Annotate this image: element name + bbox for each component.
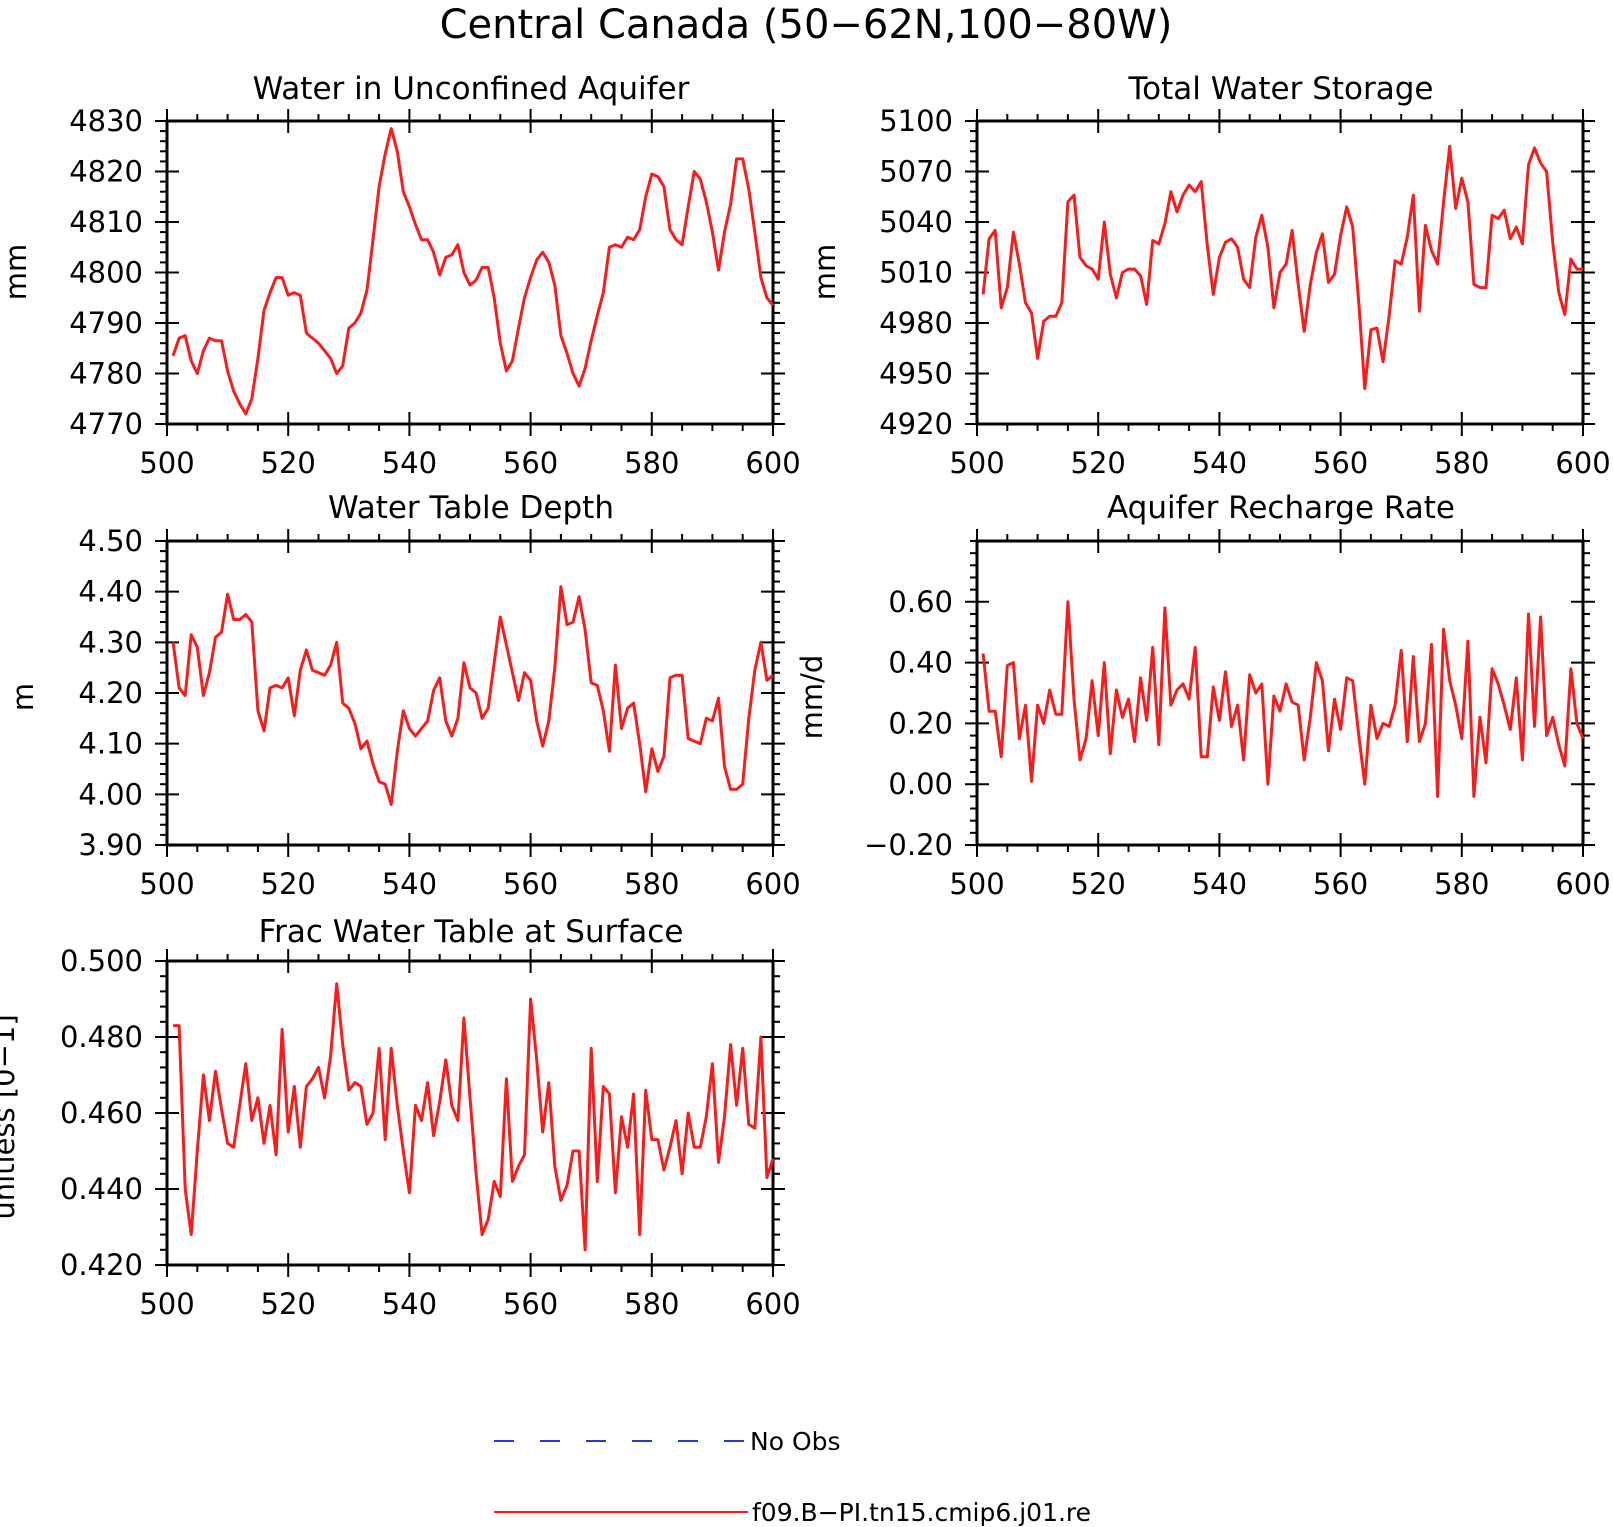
y-tick-label: 4950 bbox=[879, 357, 953, 391]
panel-title: Frac Water Table at Surface bbox=[259, 914, 684, 950]
figure-title: Central Canada (50−62N,100−80W) bbox=[440, 2, 1173, 48]
x-tick-label: 520 bbox=[1071, 867, 1126, 901]
x-tick-label: 500 bbox=[949, 867, 1004, 901]
x-tick-label: 540 bbox=[382, 867, 437, 901]
x-tick-label: 500 bbox=[139, 446, 194, 480]
x-tick-label: 560 bbox=[503, 446, 558, 480]
y-tick-label: 5040 bbox=[879, 205, 953, 239]
y-tick-label: 0.440 bbox=[60, 1172, 143, 1206]
y-tick-label: 0.480 bbox=[60, 1020, 143, 1054]
y-tick-label: 4.30 bbox=[78, 625, 143, 659]
x-tick-label: 500 bbox=[139, 1287, 194, 1321]
legend-label-no-obs: No Obs bbox=[750, 1427, 841, 1456]
x-tick-label: 580 bbox=[1434, 446, 1489, 480]
x-tick-label: 580 bbox=[624, 446, 679, 480]
x-tick-label: 600 bbox=[745, 867, 800, 901]
x-tick-label: 560 bbox=[1313, 446, 1368, 480]
x-tick-label: 540 bbox=[1192, 867, 1247, 901]
panel-title: Total Water Storage bbox=[1127, 71, 1433, 107]
y-tick-label: 4.50 bbox=[78, 524, 143, 558]
x-tick-label: 540 bbox=[382, 446, 437, 480]
y-tick-label: 0.460 bbox=[60, 1096, 143, 1130]
x-tick-label: 520 bbox=[261, 1287, 316, 1321]
x-tick-label: 580 bbox=[1434, 867, 1489, 901]
y-tick-label: 4780 bbox=[69, 357, 143, 391]
x-tick-label: 580 bbox=[624, 1287, 679, 1321]
y-tick-label: 5010 bbox=[879, 256, 953, 290]
x-tick-label: 600 bbox=[1555, 867, 1610, 901]
legend: No Obs f09.B−PI.tn15.cmip6.j01.re bbox=[494, 1427, 1091, 1527]
y-tick-label: 0.500 bbox=[60, 944, 143, 978]
y-tick-label: 4920 bbox=[879, 407, 953, 441]
x-tick-label: 600 bbox=[745, 1287, 800, 1321]
y-axis-label: mm/d bbox=[795, 655, 829, 740]
y-tick-label: 4.00 bbox=[78, 777, 143, 811]
y-tick-label: 4790 bbox=[69, 306, 143, 340]
y-tick-label: 0.420 bbox=[60, 1248, 143, 1282]
x-tick-label: 500 bbox=[949, 446, 1004, 480]
y-tick-label: 0.60 bbox=[888, 585, 953, 619]
panel-title: Aquifer Recharge Rate bbox=[1107, 490, 1455, 526]
y-axis-label: m bbox=[6, 683, 40, 711]
series-line-model bbox=[171, 585, 774, 806]
y-axis-label: mm bbox=[808, 244, 842, 301]
y-tick-label: 5070 bbox=[879, 155, 953, 189]
x-tick-label: 520 bbox=[261, 867, 316, 901]
plot-frame bbox=[975, 539, 1585, 847]
y-tick-label: 4820 bbox=[69, 155, 143, 189]
y-tick-label: 3.90 bbox=[78, 828, 143, 862]
y-tick-label: 0.40 bbox=[888, 646, 953, 680]
series-line-model bbox=[981, 600, 1585, 798]
y-tick-label: 4980 bbox=[879, 306, 953, 340]
y-tick-label: 0.00 bbox=[888, 767, 953, 801]
y-axis-label: mm bbox=[0, 244, 33, 301]
y-tick-label: −0.20 bbox=[864, 828, 953, 862]
panel-water-in-unconfined-aquifer: Water in Unconfined Aquifer mm 500 520 540… bbox=[0, 71, 801, 480]
y-tick-label: 4830 bbox=[69, 104, 143, 138]
x-tick-label: 520 bbox=[261, 446, 316, 480]
plot-frame bbox=[165, 119, 775, 426]
panel-title: Water Table Depth bbox=[328, 490, 614, 526]
y-tick-label: 0.20 bbox=[888, 706, 953, 740]
y-tick-label: 4800 bbox=[69, 256, 143, 290]
x-tick-label: 580 bbox=[624, 867, 679, 901]
panel-title: Water in Unconfined Aquifer bbox=[253, 71, 690, 107]
x-tick-label: 500 bbox=[139, 867, 194, 901]
x-tick-label: 520 bbox=[1071, 446, 1126, 480]
legend-label-model: f09.B−PI.tn15.cmip6.j01.re bbox=[752, 1498, 1091, 1527]
y-tick-label: 4810 bbox=[69, 205, 143, 239]
y-tick-label: 4.10 bbox=[78, 727, 143, 761]
panel-water-table-depth: Water Table Depth m 500 520 540 560 580 600 3.… bbox=[6, 490, 801, 901]
y-tick-label: 4770 bbox=[69, 407, 143, 441]
x-tick-label: 600 bbox=[745, 446, 800, 480]
y-tick-label: 5100 bbox=[879, 104, 953, 138]
y-tick-label: 4.20 bbox=[78, 676, 143, 710]
x-tick-label: 560 bbox=[503, 1287, 558, 1321]
y-tick-label: 4.40 bbox=[78, 575, 143, 609]
x-tick-label: 560 bbox=[1313, 867, 1368, 901]
x-tick-label: 560 bbox=[503, 867, 558, 901]
panel-frac-water-table-at-surface: Frac Water Table at Surface unitless [0−… bbox=[0, 914, 801, 1321]
y-axis-label: unitless [0−1] bbox=[0, 1014, 21, 1219]
panel-total-water-storage: Total Water Storage mm 500 520 540 560 580 60… bbox=[808, 71, 1611, 480]
x-tick-label: 540 bbox=[382, 1287, 437, 1321]
x-tick-label: 600 bbox=[1555, 446, 1610, 480]
x-tick-label: 540 bbox=[1192, 446, 1247, 480]
series-line-model bbox=[171, 127, 775, 416]
series-line-model bbox=[173, 982, 775, 1252]
series-line-model bbox=[981, 144, 1583, 391]
panel-aquifer-recharge-rate: Aquifer Recharge Rate mm/d 500 520 540 560 5… bbox=[795, 490, 1611, 901]
